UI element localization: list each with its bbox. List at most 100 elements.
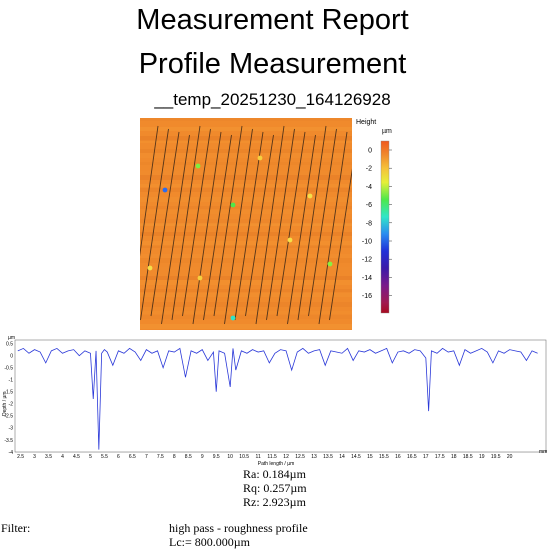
y-tick-label: 0 [10, 353, 13, 359]
map-scratch-line [140, 128, 169, 321]
map-scratch-line [308, 128, 337, 317]
map-feature-spot [230, 202, 236, 208]
colorbar-tick-label: -4 [366, 184, 372, 191]
x-tick-label: 15.5 [379, 454, 389, 460]
cutoff-value: Lc:= 800.000µm [169, 535, 251, 549]
x-tick-label: 13.5 [323, 454, 333, 460]
x-tick-label: 15 [367, 454, 373, 460]
y-tick-label: -1 [9, 378, 14, 384]
map-scratch-line [203, 134, 232, 321]
map-scratch-line [213, 125, 243, 317]
map-band [140, 232, 352, 236]
x-tick-label: 13 [311, 454, 317, 460]
colorbar-tick-label: -2 [366, 166, 372, 173]
y-tick-label: -3 [9, 426, 14, 432]
map-band [140, 188, 352, 192]
x-tick-label: 2.5 [17, 454, 24, 460]
y-tick-label: -2 [9, 402, 14, 408]
x-tick-label: 8.5 [185, 454, 192, 460]
map-feature-spot [147, 265, 153, 271]
x-tick-label: 12 [283, 454, 289, 460]
map-band [140, 140, 352, 143]
map-feature-spot [162, 187, 168, 193]
map-scratch-line [224, 128, 253, 325]
map-band [140, 258, 352, 263]
x-tick-label: 11 [256, 454, 261, 460]
map-band [140, 302, 352, 307]
profile-series-line [17, 347, 538, 450]
x-tick-label: 18 [451, 454, 457, 460]
map-scratch-line [192, 131, 222, 325]
x-tick-label: 9.5 [213, 454, 220, 460]
x-tick-label: 8 [173, 454, 176, 460]
map-band [140, 127, 352, 131]
map-band [140, 153, 352, 158]
colorbar-tick-label: -14 [362, 275, 372, 282]
map-band [140, 197, 352, 202]
x-tick-label: 17 [423, 454, 429, 460]
filter-value: high pass - roughness profile [169, 521, 308, 535]
map-band [140, 280, 352, 285]
y-tick-label: 0.5 [6, 341, 13, 347]
x-tick-label: 6 [117, 454, 120, 460]
x-tick-label: 4 [61, 454, 64, 460]
map-scratch-line [255, 125, 285, 325]
colorbar-tick-label: -12 [362, 257, 372, 264]
report-subtitle: Profile Measurement [138, 48, 407, 80]
map-scratch-line [287, 134, 316, 325]
x-tick-label: 19.5 [491, 454, 501, 460]
y-tick-label: -2.5 [4, 414, 13, 420]
map-scratch-line [329, 168, 352, 321]
map-feature-spot [287, 237, 293, 243]
x-tick-label: 11.5 [267, 454, 277, 460]
x-tick-label: 5 [89, 454, 92, 460]
filter-label: Filter: [1, 521, 31, 535]
map-scratch-line [140, 125, 159, 257]
x-tick-label: 10.5 [239, 454, 249, 460]
x-tick-label: 4.5 [73, 454, 80, 460]
map-feature-spot [307, 193, 313, 199]
colorbar-tick-label: -6 [366, 202, 372, 209]
y-tick-label: -0.5 [4, 365, 13, 371]
map-band [140, 175, 352, 180]
map-band [140, 267, 352, 270]
colorbar-tick-label: -10 [362, 239, 372, 246]
map-scratch-line [182, 128, 211, 317]
map-scratch-line [276, 131, 306, 317]
x-tick-label: 16.5 [407, 454, 417, 460]
map-scratch-line [171, 125, 201, 321]
map-band [140, 276, 352, 280]
colorbar-title: Height [356, 119, 376, 126]
colorbar-unit: µm [382, 128, 392, 135]
map-band [140, 184, 352, 187]
map-band [140, 162, 352, 165]
map-band [140, 289, 352, 292]
rq-value: Rq: 0.257µm [243, 481, 307, 495]
map-feature-spot [195, 163, 201, 169]
map-feature-spot [257, 155, 263, 161]
map-scratch-line [150, 131, 180, 317]
map-band [140, 206, 352, 209]
map-band [140, 136, 352, 141]
map-band [140, 254, 352, 258]
x-tick-label: 12.5 [295, 454, 305, 460]
map-scratch-line [318, 131, 348, 325]
map-band [140, 210, 352, 214]
profile-chart: µm Depth / µm Path length / µm mm 0.5 0 -0… [2, 335, 547, 467]
x-axis-unit: mm [539, 449, 547, 455]
x-tick-label: 9 [201, 454, 204, 460]
report-title: Measurement Report [136, 4, 409, 36]
x-tick-label: 6.5 [129, 454, 136, 460]
map-band [140, 315, 352, 319]
height-colorbar: Height µm 0 -2 -4 -6 -8 -10 -12 -14 -16 [356, 119, 392, 314]
map-band [140, 324, 352, 329]
map-band [140, 118, 352, 121]
ra-value: Ra: 0.184µm [243, 467, 306, 481]
x-tick-label: 7.5 [157, 454, 164, 460]
y-tick-label: -3.5 [4, 438, 13, 444]
x-tick-label: 16 [395, 454, 401, 460]
map-scratch-line [161, 134, 190, 325]
map-feature-spot [230, 315, 236, 321]
map-feature-spot [197, 275, 203, 281]
x-tick-label: 3.5 [45, 454, 52, 460]
